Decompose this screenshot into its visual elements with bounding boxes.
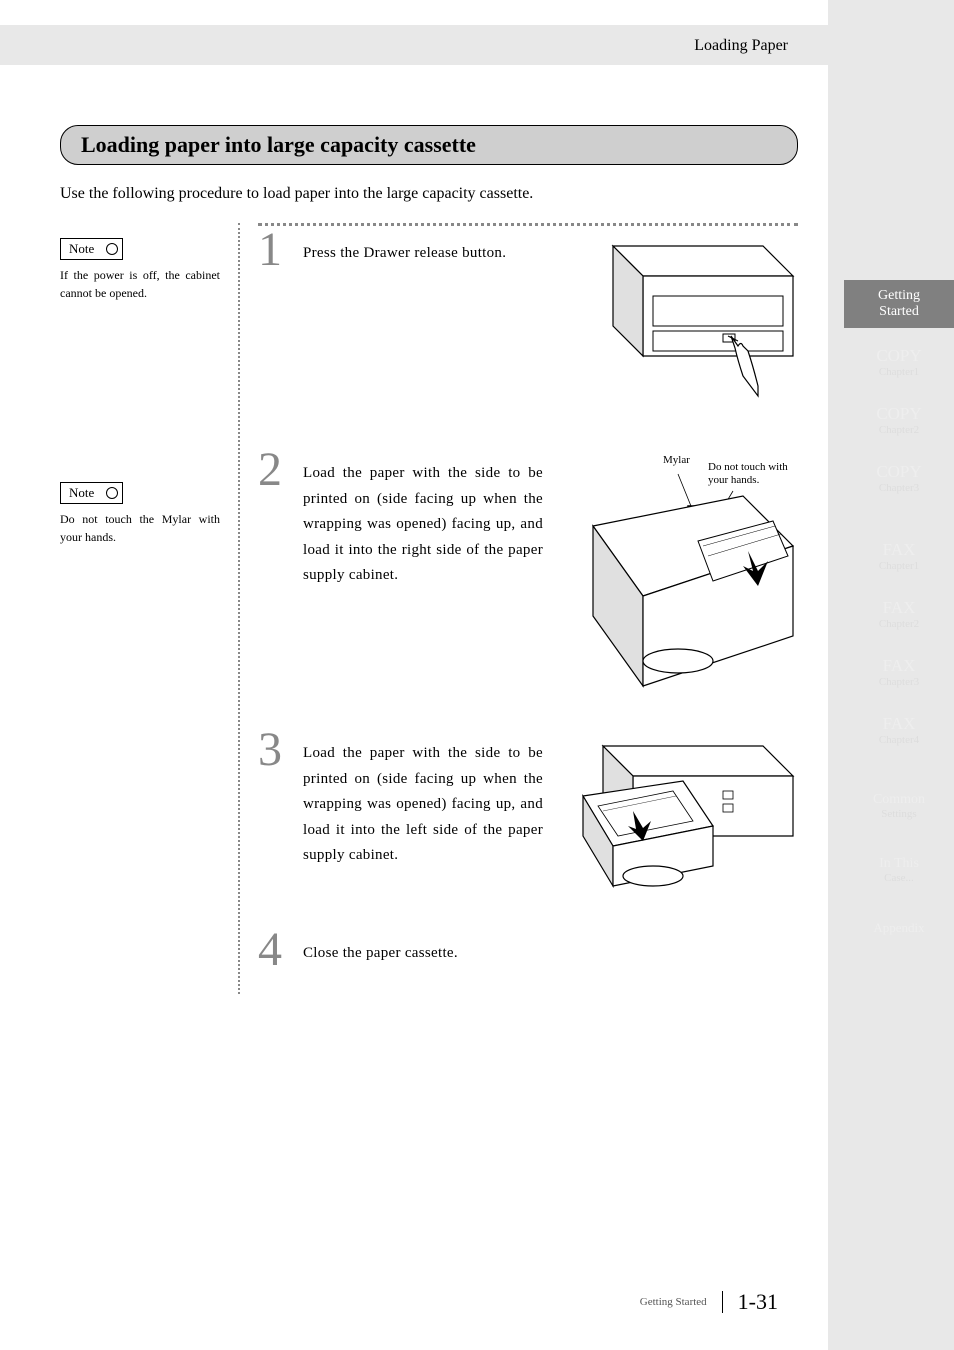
tab-sub-label: Chapter1 — [849, 560, 949, 572]
mylar-label: Mylar — [663, 454, 690, 467]
tab-sub-label: Chapter4 — [849, 734, 949, 746]
tab-in-this-case[interactable]: In This Case... — [844, 848, 954, 892]
note-text: Do not touch the Mylar with your hands. — [60, 510, 220, 546]
tab-main-label: FAX — [849, 714, 949, 734]
tab-copy-3[interactable]: COPY Chapter3 — [844, 454, 954, 502]
tab-appendix[interactable]: Appendix — [844, 912, 954, 944]
mylar-note: Do not touch with your hands. — [708, 461, 793, 487]
intro-text: Use the following procedure to load pape… — [60, 185, 798, 203]
step-4: 4 Close the paper cassette. — [258, 936, 798, 969]
tab-main-label: FAX — [849, 598, 949, 618]
step-number: 3 — [258, 731, 288, 769]
step-text: Press the Drawer release button. — [303, 236, 543, 431]
tab-getting-started[interactable]: Getting Started — [844, 280, 954, 328]
tab-main-label: Appendix — [849, 920, 949, 936]
step-1-illustration — [563, 236, 798, 431]
tab-main-label: COPY — [849, 404, 949, 424]
tab-main-label: COPY — [849, 346, 949, 366]
notes-column: Note If the power is off, the cabinet ca… — [60, 223, 220, 994]
side-tabs: Getting Started COPY Chapter1 COPY Chapt… — [844, 280, 954, 944]
section-heading-box: Loading paper into large capacity casset… — [60, 125, 798, 165]
step-2: 2 Load the paper with the side to be pri… — [258, 456, 798, 711]
footer-chapter: Getting Started — [640, 1296, 707, 1308]
note-text: If the power is off, the cabinet cannot … — [60, 266, 220, 302]
step-3-illustration — [563, 736, 798, 911]
sidebar: Getting Started COPY Chapter1 COPY Chapt… — [828, 0, 954, 1350]
tab-sub-label: Case... — [849, 872, 949, 884]
note-label: Note — [60, 238, 123, 260]
step-1: 1 Press the Drawer release button. — [258, 236, 798, 431]
step-number: 2 — [258, 451, 288, 489]
step-text: Load the paper with the side to be print… — [303, 456, 543, 711]
tab-sub-label: Chapter1 — [849, 366, 949, 378]
note-label: Note — [60, 482, 123, 504]
tab-sub-label: Settings — [849, 808, 949, 820]
tab-main-label: FAX — [849, 656, 949, 676]
note-2: Note Do not touch the Mylar with your ha… — [60, 482, 220, 546]
tab-main-label: Getting — [849, 288, 949, 304]
tab-sub-label: Chapter2 — [849, 424, 949, 436]
tab-fax-1[interactable]: FAX Chapter1 — [844, 532, 954, 580]
tab-fax-4[interactable]: FAX Chapter4 — [844, 706, 954, 754]
note-1: Note If the power is off, the cabinet ca… — [60, 238, 220, 302]
tab-sub-label: Started — [849, 304, 949, 320]
tab-sub-label: Chapter3 — [849, 482, 949, 494]
header-title: Loading Paper — [694, 37, 788, 55]
tab-copy-1[interactable]: COPY Chapter1 — [844, 338, 954, 386]
section-title: Loading paper into large capacity casset… — [81, 132, 777, 158]
tab-fax-2[interactable]: FAX Chapter2 — [844, 590, 954, 638]
footer-page-number: 1-31 — [738, 1289, 778, 1315]
steps-column: 1 Press the Drawer release button. — [258, 223, 798, 994]
step-text: Load the paper with the side to be print… — [303, 736, 543, 911]
tab-main-label: FAX — [849, 540, 949, 560]
load-left-illustration — [563, 736, 798, 906]
step-3: 3 Load the paper with the side to be pri… — [258, 736, 798, 911]
content-area: Loading paper into large capacity casset… — [0, 0, 828, 994]
drawer-button-illustration — [563, 236, 798, 426]
tab-common-settings[interactable]: Common Settings — [844, 784, 954, 828]
tab-sub-label: Chapter2 — [849, 618, 949, 630]
step-2-illustration: Mylar Do not touch with your hands. — [563, 456, 798, 711]
footer: Getting Started 1-31 — [640, 1289, 778, 1315]
tab-sub-label: Chapter3 — [849, 676, 949, 688]
page-header: Loading Paper — [0, 25, 828, 65]
vertical-divider — [238, 223, 240, 994]
step-text: Close the paper cassette. — [303, 936, 798, 967]
footer-divider — [722, 1291, 723, 1313]
tab-main-label: In This — [849, 856, 949, 872]
tab-main-label: Common — [849, 792, 949, 808]
load-right-illustration — [563, 456, 798, 706]
tab-fax-3[interactable]: FAX Chapter3 — [844, 648, 954, 696]
columns: Note If the power is off, the cabinet ca… — [60, 223, 798, 994]
step-number: 1 — [258, 231, 288, 269]
tab-copy-2[interactable]: COPY Chapter2 — [844, 396, 954, 444]
step-number: 4 — [258, 931, 288, 969]
tab-main-label: COPY — [849, 462, 949, 482]
